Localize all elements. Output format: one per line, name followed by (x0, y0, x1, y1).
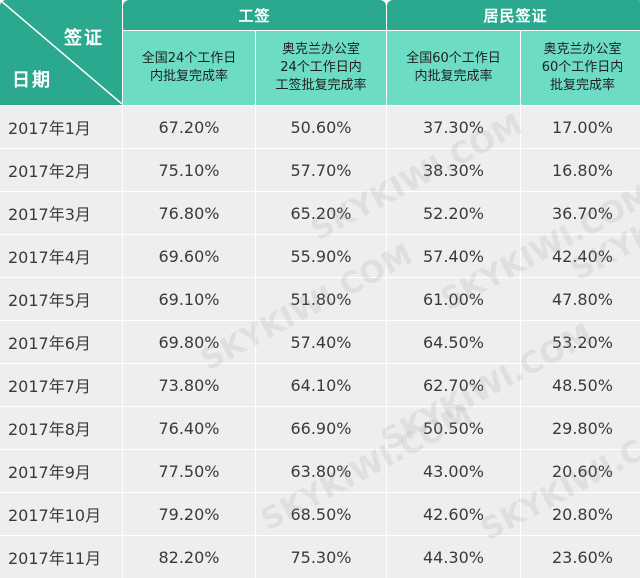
table-cell-rate: 20.60% (521, 450, 640, 492)
table-cell-rate: 36.70% (521, 192, 640, 234)
table-cell-rate: 44.30% (387, 536, 520, 578)
subheader-auckland-24-days: 奥克兰办公室 24个工作日内 工签批复完成率 (256, 31, 386, 105)
table-cell-rate: 64.50% (387, 321, 520, 363)
table-cell-rate: 42.60% (387, 493, 520, 535)
table-cell-rate: 67.20% (123, 106, 255, 148)
table-cell-rate: 75.10% (123, 149, 255, 191)
table-cell-rate: 66.90% (256, 407, 386, 449)
table-cell-rate: 57.40% (387, 235, 520, 277)
table-cell-rate: 73.80% (123, 364, 255, 406)
table-cell-rate: 20.80% (521, 493, 640, 535)
table-cell-rate: 76.40% (123, 407, 255, 449)
table-cell-date: 2017年2月 (0, 149, 122, 191)
table-cell-date: 2017年1月 (0, 106, 122, 148)
table-cell-rate: 53.20% (521, 321, 640, 363)
group-header-resident-visa: 居民签证 (387, 0, 640, 30)
table-cell-rate: 64.10% (256, 364, 386, 406)
table-cell-rate: 55.90% (256, 235, 386, 277)
table-cell-rate: 82.20% (123, 536, 255, 578)
table-cell-date: 2017年11月 (0, 536, 122, 578)
table-cell-rate: 61.00% (387, 278, 520, 320)
table-cell-rate: 57.70% (256, 149, 386, 191)
table-cell-rate: 62.70% (387, 364, 520, 406)
table-cell-date: 2017年4月 (0, 235, 122, 277)
table-cell-rate: 50.60% (256, 106, 386, 148)
table-cell-rate: 23.60% (521, 536, 640, 578)
table-cell-date: 2017年8月 (0, 407, 122, 449)
table-cell-rate: 75.30% (256, 536, 386, 578)
subheader-auckland-60-days: 奥克兰办公室 60个工作日内 批复完成率 (521, 31, 640, 105)
table-cell-date: 2017年3月 (0, 192, 122, 234)
table-cell-rate: 79.20% (123, 493, 255, 535)
table-cell-rate: 29.80% (521, 407, 640, 449)
group-header-work-visa: 工签 (123, 0, 386, 30)
table-cell-date: 2017年10月 (0, 493, 122, 535)
table-cell-rate: 37.30% (387, 106, 520, 148)
corner-label-visa: 签证 (64, 28, 104, 49)
subheader-national-60-days: 全国60个工作日 内批复完成率 (387, 31, 520, 105)
table-cell-rate: 47.80% (521, 278, 640, 320)
table-cell-date: 2017年6月 (0, 321, 122, 363)
table-cell-rate: 69.60% (123, 235, 255, 277)
table-corner-header: 签证 日期 (0, 0, 122, 105)
table-cell-rate: 52.20% (387, 192, 520, 234)
table-cell-rate: 17.00% (521, 106, 640, 148)
table-cell-date: 2017年9月 (0, 450, 122, 492)
table-cell-rate: 76.80% (123, 192, 255, 234)
table-cell-rate: 42.40% (521, 235, 640, 277)
table-cell-rate: 38.30% (387, 149, 520, 191)
table-cell-rate: 77.50% (123, 450, 255, 492)
corner-diagonal-line (0, 0, 122, 104)
table-cell-rate: 68.50% (256, 493, 386, 535)
table-cell-date: 2017年7月 (0, 364, 122, 406)
table-cell-rate: 69.80% (123, 321, 255, 363)
table-cell-rate: 16.80% (521, 149, 640, 191)
table-cell-rate: 43.00% (387, 450, 520, 492)
table-cell-rate: 69.10% (123, 278, 255, 320)
table-cell-date: 2017年5月 (0, 278, 122, 320)
table-cell-rate: 48.50% (521, 364, 640, 406)
subheader-national-24-days: 全国24个工作日 内批复完成率 (123, 31, 255, 105)
table-cell-rate: 63.80% (256, 450, 386, 492)
table-cell-rate: 65.20% (256, 192, 386, 234)
corner-label-date: 日期 (12, 70, 52, 91)
table-cell-rate: 51.80% (256, 278, 386, 320)
table-cell-rate: 57.40% (256, 321, 386, 363)
table-cell-rate: 50.50% (387, 407, 520, 449)
